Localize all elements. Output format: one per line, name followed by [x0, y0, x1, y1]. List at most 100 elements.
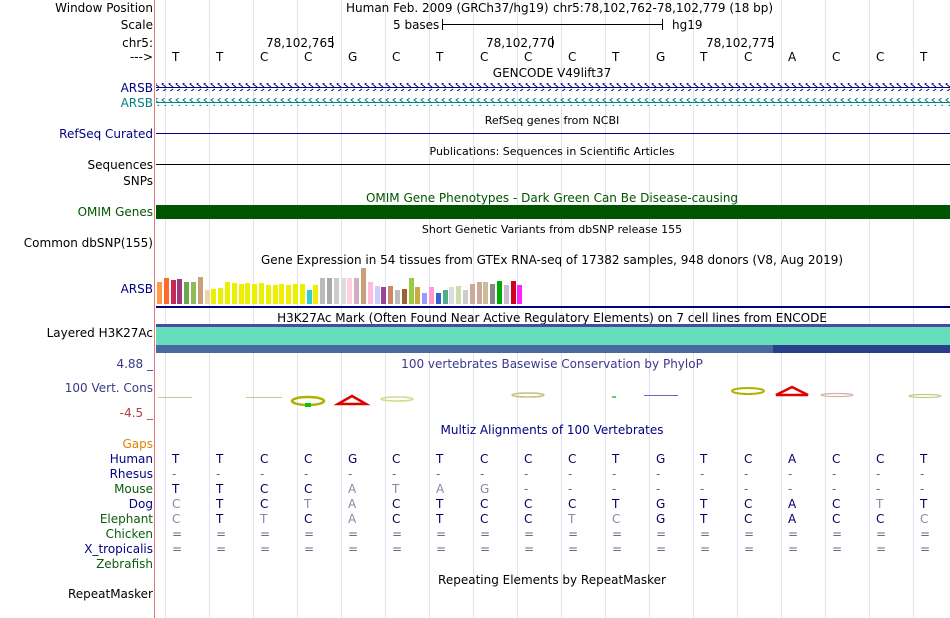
phylop-label[interactable]: 100 Vert. Cons — [64, 381, 153, 395]
gtex-tissue-bar[interactable] — [469, 284, 475, 304]
gtex-tissue-bar[interactable] — [293, 284, 298, 304]
gtex-tissue-bar[interactable] — [211, 289, 217, 304]
species-label[interactable]: Zebrafish — [96, 557, 153, 571]
omim-label[interactable]: OMIM Genes — [77, 205, 153, 219]
gencode-row-label[interactable]: ARSB — [120, 81, 153, 95]
gtex-tissue-bar[interactable] — [163, 278, 169, 304]
gtex-tissue-bar[interactable] — [456, 286, 462, 304]
sequence-base[interactable]: C — [524, 50, 533, 64]
sequence-base[interactable]: C — [876, 50, 885, 64]
sequence-base[interactable]: G — [348, 50, 358, 64]
gtex-tissue-bar[interactable] — [279, 284, 285, 304]
gtex-tissue-bar[interactable] — [191, 282, 196, 304]
gtex-tissue-bar[interactable] — [354, 278, 360, 304]
gtex-tissue-bar[interactable] — [286, 285, 292, 304]
gtex-tissue-bar[interactable] — [361, 268, 366, 304]
gtex-tissue-bar[interactable] — [320, 278, 326, 304]
gencode-transcript-line[interactable] — [156, 87, 950, 88]
sequence-base[interactable]: A — [788, 50, 797, 64]
sequence-base[interactable]: C — [480, 50, 489, 64]
gtex-tissue-bar[interactable] — [374, 286, 380, 304]
omim-feature[interactable] — [156, 205, 950, 219]
repeatmasker-track-title[interactable]: Repeating Elements by RepeatMasker — [438, 573, 666, 587]
gtex-tissue-bar[interactable] — [238, 284, 244, 304]
sequence-base[interactable]: T — [700, 50, 708, 64]
publications-label[interactable]: Sequences — [87, 158, 153, 172]
gtex-track-title[interactable]: Gene Expression in 54 tissues from GTEx … — [260, 253, 844, 267]
dbsnp-label[interactable]: Common dbSNP(155) — [23, 236, 153, 250]
sequence-base[interactable]: T — [172, 50, 180, 64]
gtex-tissue-bar[interactable] — [299, 284, 305, 304]
h3k27ac-signal[interactable] — [156, 327, 950, 345]
gencode-track-title[interactable]: GENCODE V49lift37 — [492, 66, 612, 80]
h3k27ac-track-title[interactable]: H3K27Ac Mark (Often Found Near Active Re… — [277, 311, 827, 325]
gtex-tissue-bar[interactable] — [490, 284, 496, 304]
gtex-tissue-bar[interactable] — [415, 287, 421, 304]
gtex-tissue-bar[interactable] — [157, 282, 162, 304]
gtex-tissue-bar[interactable] — [408, 278, 414, 304]
gtex-tissue-bar[interactable] — [197, 277, 203, 304]
sequence-base[interactable]: C — [744, 50, 753, 64]
gtex-tissue-bar[interactable] — [476, 282, 482, 304]
multiz-track-title[interactable]: Multiz Alignments of 100 Vertebrates — [440, 423, 664, 437]
repeatmasker-label[interactable]: RepeatMasker — [67, 587, 153, 601]
gtex-tissue-bar[interactable] — [497, 281, 502, 304]
gtex-tissue-bar[interactable] — [225, 282, 230, 304]
gtex-tissue-bar[interactable] — [184, 282, 190, 304]
publications-track-title[interactable]: Publications: Sequences in Scientific Ar… — [429, 145, 675, 158]
gtex-tissue-bar[interactable] — [435, 293, 441, 304]
gtex-tissue-bar[interactable] — [367, 282, 373, 304]
gtex-tissue-bar[interactable] — [218, 288, 224, 304]
gtex-tissue-bar[interactable] — [503, 285, 509, 304]
species-label[interactable]: Human — [109, 452, 153, 466]
gaps-label[interactable]: Gaps — [122, 437, 153, 451]
gtex-tissue-bar[interactable] — [442, 290, 448, 304]
species-label[interactable]: X_tropicalis — [84, 542, 153, 556]
species-label[interactable]: Elephant — [99, 512, 153, 526]
refseq-transcript-line[interactable] — [156, 133, 950, 134]
sequence-base[interactable]: G — [656, 50, 666, 64]
gtex-tissue-bar[interactable] — [340, 278, 346, 304]
gtex-tissue-bar[interactable] — [395, 290, 400, 304]
species-label[interactable]: Rhesus — [109, 467, 153, 481]
gtex-tissue-bar[interactable] — [388, 286, 394, 304]
sequence-base[interactable]: C — [832, 50, 841, 64]
gtex-tissue-bar[interactable] — [177, 279, 183, 304]
sequence-base[interactable]: T — [920, 50, 928, 64]
species-label[interactable]: Dog — [128, 497, 153, 511]
sequence-base[interactable]: C — [568, 50, 577, 64]
gtex-tissue-bar[interactable] — [259, 283, 264, 304]
gtex-tissue-bar[interactable] — [381, 287, 387, 304]
gtex-tissue-bar[interactable] — [463, 290, 468, 304]
gtex-tissue-bar[interactable] — [483, 282, 489, 304]
sequence-base[interactable]: C — [260, 50, 269, 64]
gencode-row-label[interactable]: ARSB — [120, 96, 153, 110]
publications-label[interactable]: SNPs — [123, 174, 153, 188]
refseq-track-title[interactable]: RefSeq genes from NCBI — [484, 114, 620, 127]
sequence-base[interactable]: T — [436, 50, 444, 64]
gtex-tissue-bar[interactable] — [306, 290, 312, 304]
species-label[interactable]: Mouse — [114, 482, 153, 496]
omim-track-title[interactable]: OMIM Gene Phenotypes - Dark Green Can Be… — [365, 191, 739, 205]
gtex-tissue-bar[interactable] — [347, 278, 353, 304]
sequence-base[interactable]: C — [392, 50, 401, 64]
species-label[interactable]: Chicken — [105, 527, 153, 541]
publications-sequence-line[interactable] — [156, 164, 950, 165]
gtex-tissue-bar[interactable] — [170, 280, 176, 304]
dbsnp-track-title[interactable]: Short Genetic Variants from dbSNP releas… — [421, 223, 683, 236]
gtex-tissue-bar[interactable] — [231, 283, 237, 304]
phylop-track-title[interactable]: 100 vertebrates Basewise Conservation by… — [401, 357, 703, 371]
gtex-tissue-bar[interactable] — [245, 283, 251, 304]
gencode-transcript-line[interactable] — [156, 102, 950, 103]
gtex-tissue-bar[interactable] — [401, 289, 407, 304]
gtex-tissue-bar[interactable] — [422, 293, 428, 304]
gtex-tissue-bar[interactable] — [429, 287, 434, 304]
refseq-label[interactable]: RefSeq Curated — [59, 127, 153, 141]
gtex-tissue-bar[interactable] — [510, 281, 516, 304]
gtex-tissue-bar[interactable] — [327, 278, 332, 304]
gtex-label[interactable]: ARSB — [120, 282, 153, 296]
gtex-tissue-bar[interactable] — [449, 287, 455, 304]
sequence-base[interactable]: T — [216, 50, 224, 64]
sequence-base[interactable]: T — [612, 50, 620, 64]
